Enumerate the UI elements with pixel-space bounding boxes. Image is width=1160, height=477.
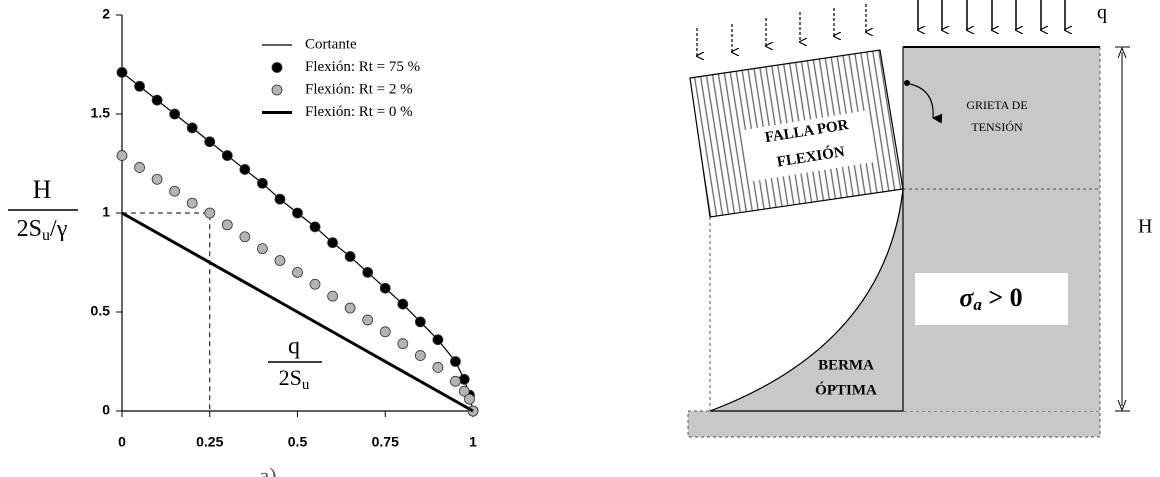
data-point — [170, 109, 180, 119]
part: u — [42, 227, 50, 244]
part: u — [302, 377, 310, 393]
legend-label: Cortante — [305, 36, 357, 52]
data-point — [187, 198, 197, 208]
data-point — [275, 256, 285, 266]
data-point — [433, 335, 443, 345]
part: 2S — [279, 365, 302, 390]
data-point — [380, 283, 390, 293]
data-point — [380, 327, 390, 337]
data-point — [328, 291, 338, 301]
x-tick-label: 0.5 — [288, 434, 308, 450]
y-label-denominator: 2Su/γ — [17, 216, 68, 244]
part: σ — [959, 283, 974, 312]
legend-label: Flexión: Rt = 0 % — [305, 104, 413, 120]
part: 2S — [17, 216, 42, 242]
y-tick-label: 0.5 — [91, 303, 111, 319]
data-point — [464, 394, 474, 404]
failure-load-arrows — [697, 4, 866, 56]
data-point — [222, 151, 232, 161]
data-point — [135, 162, 145, 172]
legend-swatch — [272, 63, 282, 73]
data-point — [257, 244, 267, 254]
data-point — [205, 137, 215, 147]
height-label: H — [1138, 216, 1152, 238]
data-point — [459, 374, 469, 384]
data-point — [152, 95, 162, 105]
caption: a) — [259, 463, 276, 477]
x-tick-label: 0.25 — [196, 434, 223, 450]
x-label-denominator: 2Su — [279, 365, 310, 393]
y-axis-label: H 2Su/γ — [8, 175, 78, 244]
data-point — [415, 351, 425, 361]
y-tick-label: 1.5 — [91, 105, 111, 121]
data-point — [240, 232, 250, 242]
x-tick-label: 0.75 — [372, 434, 399, 450]
diagram: FALLA POR FLEXIÓN GRIETA DE TENSIÓN σa >… — [688, 0, 1152, 437]
crack-label: TENSIÓN — [971, 120, 1023, 134]
data-point — [345, 252, 355, 262]
y-tick-label: 0 — [102, 402, 110, 418]
load-arrows — [918, 0, 1065, 30]
legend-swatch — [272, 85, 282, 95]
y-label-numerator: H — [33, 175, 52, 204]
data-point — [398, 339, 408, 349]
figure: H 2Su/γ q 2Su a) FALLA POR FLEXIÓN GRIET… — [0, 0, 1160, 477]
data-point — [257, 178, 267, 188]
guide-line — [122, 213, 210, 411]
data-point — [135, 81, 145, 91]
x-label-numerator: q — [288, 334, 300, 360]
data-point — [117, 151, 127, 161]
data-point — [450, 357, 460, 367]
x-axis-label: q 2Su — [268, 334, 322, 394]
foundation — [688, 411, 1100, 437]
data-point — [205, 208, 215, 218]
data-point — [345, 303, 355, 313]
data-point — [433, 362, 443, 372]
data-point — [310, 222, 320, 232]
y-tick-label: 2 — [102, 6, 110, 22]
data-point — [293, 208, 303, 218]
data-point — [275, 194, 285, 204]
x-tick-label: 0 — [118, 434, 126, 450]
data-point — [187, 123, 197, 133]
crack-label: GRIETA DE — [966, 98, 1027, 112]
berm-label: BERMA — [818, 357, 874, 373]
berm — [710, 189, 903, 411]
data-point — [310, 279, 320, 289]
data-point — [117, 67, 127, 77]
legend-label: Flexión: Rt = 75 % — [305, 59, 420, 75]
legend-label: Flexión: Rt = 2 % — [305, 81, 413, 97]
data-point — [240, 164, 250, 174]
data-point — [363, 315, 373, 325]
data-point — [170, 186, 180, 196]
data-point — [293, 267, 303, 277]
data-point — [152, 174, 162, 184]
data-point — [398, 299, 408, 309]
part: /γ — [50, 216, 68, 242]
data-point — [328, 238, 338, 248]
data-point — [363, 267, 373, 277]
stress-label: σa > 0 — [959, 283, 1022, 314]
berm-label: ÓPTIMA — [815, 381, 877, 398]
y-tick-label: 1 — [102, 204, 110, 220]
crack-marker — [904, 80, 910, 86]
data-point — [450, 376, 460, 386]
data-point — [222, 220, 232, 230]
data-point — [415, 317, 425, 327]
part: > 0 — [982, 283, 1023, 312]
x-tick-label: 1 — [469, 434, 477, 450]
load-label: q — [1097, 2, 1107, 24]
